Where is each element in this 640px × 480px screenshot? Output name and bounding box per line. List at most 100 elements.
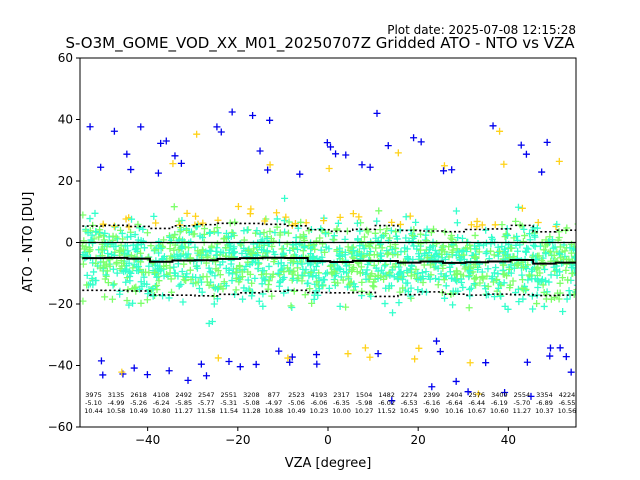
bin-std-label: 11.27 — [513, 407, 532, 415]
data-point — [422, 268, 430, 276]
data-point — [139, 225, 147, 233]
upper-std-line — [82, 222, 576, 233]
data-point — [140, 244, 148, 252]
data-point — [441, 228, 449, 236]
data-point — [336, 244, 344, 252]
bin-n-label: 2547 — [198, 391, 215, 399]
data-point — [152, 219, 160, 227]
data-point — [420, 261, 428, 269]
data-point — [143, 280, 151, 288]
bin-n-label: 3135 — [108, 391, 125, 399]
data-point — [173, 250, 181, 258]
data-point — [299, 247, 307, 255]
data-point — [222, 264, 230, 272]
data-point — [254, 259, 262, 267]
data-point — [376, 226, 384, 234]
data-point — [96, 226, 104, 234]
data-point — [567, 249, 575, 257]
data-point — [488, 275, 496, 283]
data-point — [313, 351, 321, 359]
data-point — [421, 249, 429, 257]
data-point — [406, 265, 414, 273]
data-point — [80, 245, 88, 253]
data-point — [327, 143, 335, 151]
data-point — [405, 237, 413, 245]
data-point — [265, 277, 273, 285]
data-point — [415, 250, 423, 258]
data-point — [322, 243, 330, 251]
data-point — [122, 267, 130, 275]
data-point — [478, 221, 486, 229]
data-point — [127, 233, 135, 241]
data-point — [159, 292, 167, 300]
data-point — [514, 203, 522, 211]
data-point — [294, 274, 302, 282]
bin-mean-label: -5.77 — [198, 399, 215, 407]
data-point — [325, 284, 333, 292]
bin-n-label: 2274 — [401, 391, 418, 399]
data-point — [382, 284, 390, 292]
data-point — [214, 267, 222, 275]
data-point — [506, 281, 514, 289]
data-point — [264, 166, 272, 174]
data-point — [231, 218, 239, 226]
data-point — [513, 261, 521, 269]
data-point — [403, 245, 411, 253]
data-point — [545, 278, 553, 286]
data-point — [495, 284, 503, 292]
data-point — [154, 169, 162, 177]
data-point — [508, 244, 516, 252]
data-point — [248, 292, 256, 300]
bin-std-label: 10.60 — [490, 407, 509, 415]
data-point — [524, 276, 532, 284]
data-point — [556, 344, 564, 352]
y-tick-label: −60 — [48, 420, 73, 434]
data-point — [504, 250, 512, 258]
data-point — [236, 240, 244, 248]
data-point — [123, 296, 131, 304]
data-point — [568, 264, 576, 272]
bin-std-label: 10.45 — [400, 407, 419, 415]
data-point — [278, 245, 286, 253]
data-point — [130, 364, 138, 372]
data-point — [258, 271, 266, 279]
data-point — [244, 258, 252, 266]
data-point — [289, 244, 297, 252]
data-point — [99, 220, 107, 228]
data-point — [143, 229, 151, 237]
x-tick-label: −40 — [135, 433, 160, 447]
data-point — [381, 262, 389, 270]
bin-n-label: 4224 — [559, 391, 576, 399]
data-point — [539, 281, 547, 289]
data-point — [517, 141, 525, 149]
data-point — [167, 275, 175, 283]
data-point — [153, 273, 161, 281]
data-point — [80, 251, 87, 259]
data-point — [124, 247, 132, 255]
bin-mean-label: -6.44 — [468, 399, 485, 407]
data-point — [372, 234, 380, 242]
data-point — [366, 163, 374, 171]
data-point — [473, 217, 481, 225]
data-point — [174, 272, 182, 280]
data-point — [474, 390, 482, 398]
data-point — [339, 257, 347, 265]
data-point — [220, 278, 228, 286]
data-point — [339, 276, 347, 284]
data-point — [536, 278, 544, 286]
data-point — [256, 147, 264, 155]
data-point — [111, 223, 119, 231]
data-point — [113, 269, 121, 277]
data-point — [332, 150, 340, 158]
data-point — [312, 272, 320, 280]
data-point — [281, 228, 289, 236]
data-point — [108, 250, 116, 258]
data-point — [129, 299, 137, 307]
data-point — [573, 284, 576, 286]
data-point — [459, 283, 467, 291]
data-point — [178, 216, 186, 224]
data-point — [406, 292, 414, 300]
data-point — [397, 248, 405, 256]
data-point — [469, 268, 477, 276]
data-point — [536, 269, 544, 277]
